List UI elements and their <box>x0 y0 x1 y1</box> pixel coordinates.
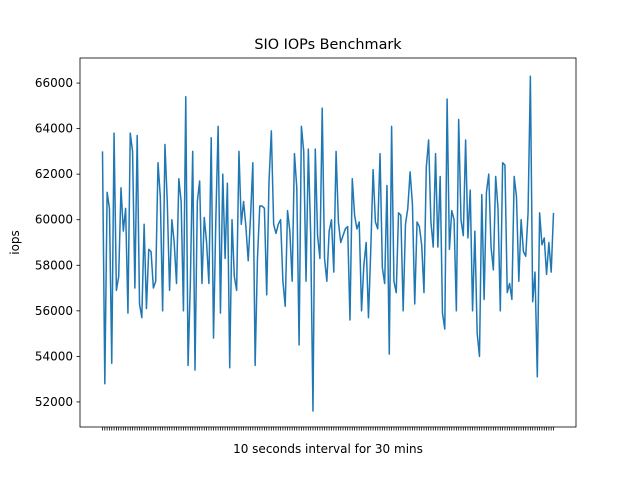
x-axis-label: 10 seconds interval for 30 mins <box>233 442 423 456</box>
y-tick-label: 64000 <box>35 122 73 136</box>
y-tick-label: 54000 <box>35 349 73 363</box>
y-axis: 52000 54000 56000 58000 60000 62000 64000 66000 <box>35 76 80 409</box>
y-tick-label: 52000 <box>35 395 73 409</box>
series-line <box>101 75 555 412</box>
y-tick-label: 56000 <box>35 304 73 318</box>
y-axis-label: iops <box>8 230 22 255</box>
series-layer <box>101 75 555 412</box>
y-tick-label: 62000 <box>35 167 73 181</box>
chart-title: SIO IOPs Benchmark <box>254 37 402 53</box>
x-axis <box>102 427 554 431</box>
y-tick-label: 66000 <box>35 76 73 90</box>
y-tick-label: 58000 <box>35 258 73 272</box>
plot-frame <box>79 57 577 428</box>
y-tick-label: 60000 <box>35 213 73 227</box>
